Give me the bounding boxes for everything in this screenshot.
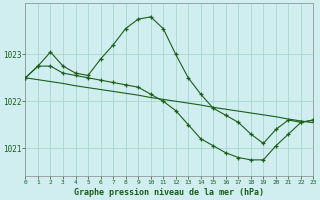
X-axis label: Graphe pression niveau de la mer (hPa): Graphe pression niveau de la mer (hPa) xyxy=(75,188,264,197)
